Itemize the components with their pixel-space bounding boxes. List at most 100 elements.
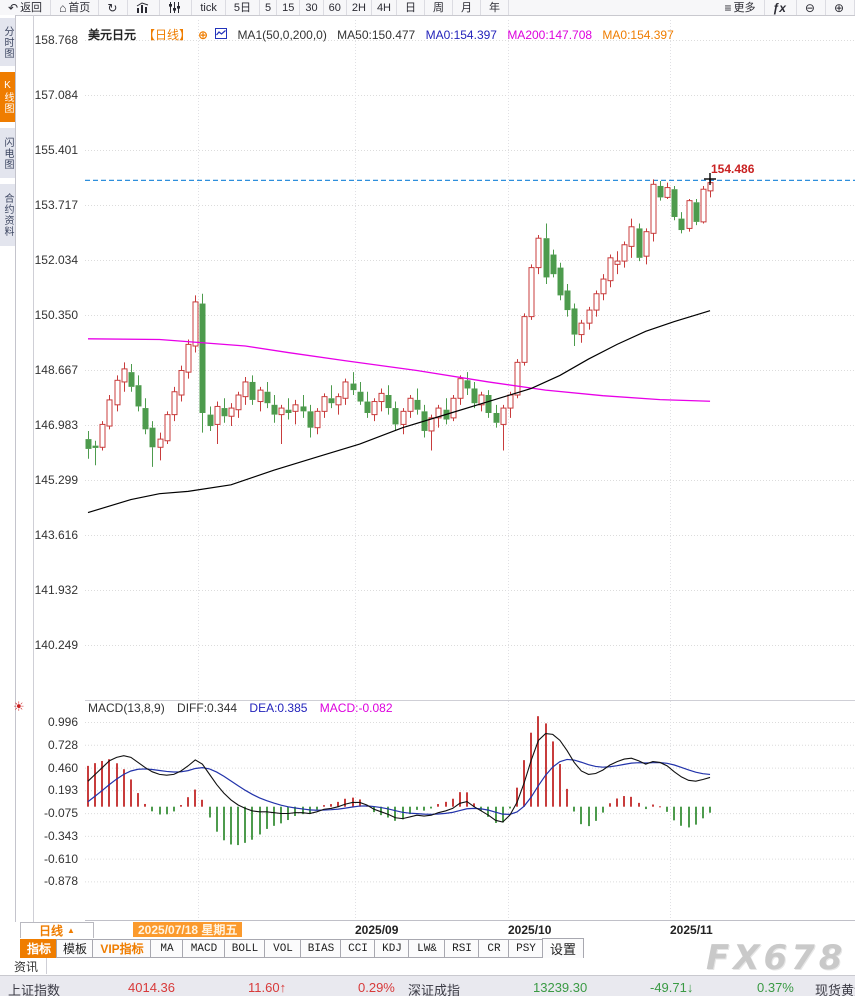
y-axis-label: 143.616 [34, 527, 78, 542]
interval-15min-button[interactable]: 15 [277, 0, 301, 15]
y-axis-label: 155.401 [34, 142, 78, 157]
macd-dea-value: DEA:0.385 [249, 701, 308, 715]
ticker-pct: 0.37% [757, 980, 794, 995]
formula-button[interactable]: ƒx [765, 0, 797, 15]
chart-canvas[interactable] [85, 15, 855, 922]
x-axis-month-label: 2025/10 [508, 923, 552, 937]
refresh-button[interactable]: ↻ [99, 0, 129, 15]
interval-month-button[interactable]: 月 [453, 0, 481, 15]
ticker-change: 11.60↑ [248, 980, 287, 995]
y-axis-label: -0.343 [43, 828, 78, 843]
tab-kdj[interactable]: KDJ [374, 939, 410, 958]
sidebar-tab-kline-chart[interactable]: K线图 [0, 72, 15, 122]
interval-4h-button[interactable]: 4H [372, 0, 397, 15]
sidebar-tab-lightning-chart[interactable]: 闪电图 [0, 128, 15, 178]
y-axis-label: 152.034 [34, 252, 78, 267]
tab-cr[interactable]: CR [478, 939, 510, 958]
tab-cci[interactable]: CCI [340, 939, 376, 958]
interval-60min-button-label: 60 [328, 1, 341, 14]
bar-chart-icon [136, 2, 149, 13]
sidebar-tab-time-chart[interactable]: 分时图 [0, 18, 15, 66]
y-axis-label: -0.610 [43, 851, 78, 866]
y-axis-label: 0.193 [47, 783, 78, 798]
interval-week-button[interactable]: 周 [425, 0, 453, 15]
news-tab[interactable]: 资讯 [6, 958, 48, 974]
y-axis-label: -0.878 [43, 874, 78, 889]
chevron-up-icon: ▲ [67, 926, 75, 935]
interval-2h-button[interactable]: 2H [347, 0, 372, 15]
interval-5min-button[interactable]: 5 [260, 0, 278, 15]
interval-30min-button[interactable]: 30 [300, 0, 324, 15]
tab-settings[interactable]: 设置 [542, 938, 584, 959]
chart-type-button[interactable] [128, 0, 161, 15]
ticker-change: -49.71↓ [650, 980, 694, 995]
y-axis-label: 157.084 [34, 88, 78, 102]
interval-day-button-label: 日 [405, 1, 416, 14]
ma50-value: MA50:150.477 [337, 28, 416, 42]
ticker-pct: 0.29% [358, 980, 395, 995]
zoom-out-button[interactable]: ⊖ [797, 0, 826, 15]
main-chart-header: 美元日元 【日线】 ⊕ MA1(50,0,200,0) MA50:150.477 M… [88, 26, 681, 43]
fx-icon: ƒx [772, 0, 786, 15]
sidebar-tab-contract-info[interactable]: 合约资料 [0, 184, 15, 246]
tab-psy[interactable]: PSY [508, 939, 544, 958]
add-overlay-icon[interactable]: ⊕ [198, 28, 209, 42]
home-button-label: 首页 [68, 1, 91, 14]
y-axis-label: 158.768 [34, 33, 78, 47]
tab-lw[interactable]: LW& [408, 939, 446, 958]
y-axis-label: 148.667 [34, 362, 78, 377]
tab-rsi[interactable]: RSI [444, 939, 480, 958]
ma0-blue-value: MA0:154.397 [425, 28, 497, 42]
tab-templates[interactable]: 模板 [56, 939, 94, 958]
interval-15min-button-label: 15 [282, 1, 295, 14]
y-axis-label: 0.728 [47, 737, 78, 752]
tab-macd[interactable]: MACD [182, 939, 226, 958]
interval-year-button[interactable]: 年 [481, 0, 509, 15]
panel-divider [33, 15, 34, 922]
tab-vol[interactable]: VOL [264, 939, 302, 958]
interval-2h-button-label: 2H [351, 1, 366, 14]
y-axis-label: -0.075 [43, 806, 78, 821]
interval-tick-button[interactable]: tick [192, 0, 226, 15]
menu-icon: ≡ [724, 0, 732, 15]
home-icon: ⌂ [59, 0, 67, 15]
more-button-label: 更多 [733, 1, 756, 14]
tab-indicators[interactable]: 指标 [20, 939, 58, 958]
interval-60min-button[interactable]: 60 [324, 0, 347, 15]
indicator-sliders-button[interactable] [160, 0, 193, 15]
ma0-orange-value: MA0:154.397 [602, 28, 674, 42]
interval-5min-button-label: 5 [265, 1, 272, 14]
y-axis-label: 145.299 [34, 472, 78, 487]
tab-ma[interactable]: MA [150, 939, 184, 958]
more-button[interactable]: ≡ 更多 [717, 0, 765, 15]
y-axis-label: 140.249 [34, 637, 78, 652]
macd-title: MACD(13,8,9) [88, 701, 165, 715]
tab-bias[interactable]: BIAS [300, 939, 342, 958]
interval-30min-button-label: 30 [305, 1, 318, 14]
zoom-in-button[interactable]: ⊕ [826, 0, 855, 15]
ticker-name: 深证成指 [408, 983, 461, 996]
ticker-name: 现货黄金 [815, 983, 855, 996]
interval-5day-button-label: 5日 [233, 1, 251, 14]
home-button[interactable]: ⌂ 首页 [51, 0, 100, 15]
interval-day-button[interactable]: 日 [397, 0, 425, 15]
x-axis-month-label: 2025/09 [355, 923, 399, 937]
period-selector-button[interactable]: 日线 ▲ [20, 922, 94, 939]
indicator-tab-bar: 指标 模板 VIP指标 MA MACD BOLL VOL BIAS CCI KDJ LW& RSI CR… [0, 938, 855, 959]
indicator-settings-icon[interactable]: ☀ [13, 699, 25, 714]
tab-boll[interactable]: BOLL [224, 939, 266, 958]
top-toolbar: ↶ 返回 ⌂ 首页 ↻ tick 5日 5 15 30 60 2H 4H 日周月年 ≡ 更多 ƒx ⊖ ⊕ [0, 0, 855, 16]
symbol-name: 美元日元 [88, 28, 137, 42]
ma200-value: MA200:147.708 [507, 28, 593, 42]
fx678-watermark: FX678 [706, 938, 847, 978]
y-axis-label: 141.932 [34, 582, 78, 597]
back-button[interactable]: ↶ 返回 [0, 0, 52, 15]
refresh-icon: ↻ [107, 0, 118, 15]
date-tooltip: 2025/07/18 星期五 [133, 922, 243, 937]
y-axis-label: 150.350 [34, 307, 78, 322]
period-selector-label: 日线 [39, 924, 64, 938]
interval-5day-button[interactable]: 5日 [226, 0, 260, 15]
tab-vip-indicators[interactable]: VIP指标 [92, 939, 152, 958]
